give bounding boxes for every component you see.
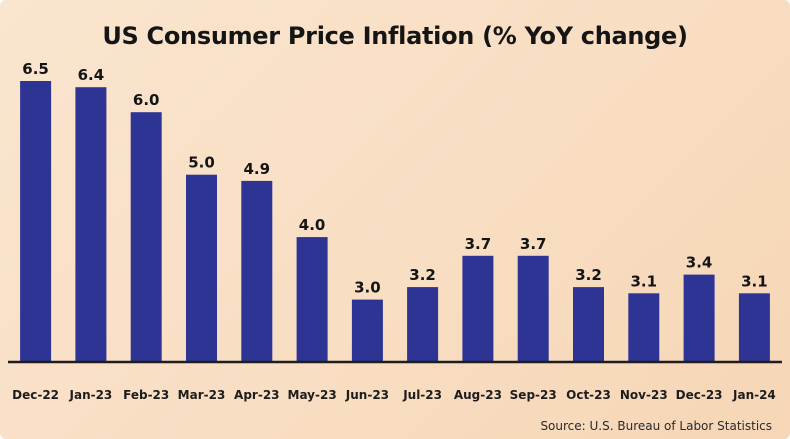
x-tick-label-jul-23: Jul-23 — [402, 388, 442, 402]
bar-value-label-feb-23: 6.0 — [133, 91, 160, 109]
bar-jun-23 — [351, 299, 383, 362]
bar-value-label-jul-23: 3.2 — [409, 266, 436, 284]
bar-aug-23 — [462, 255, 494, 362]
bar-apr-23 — [241, 180, 273, 362]
bar-may-23 — [296, 237, 328, 362]
x-tick-label-dec-23: Dec-23 — [676, 388, 723, 402]
bar-value-label-jun-23: 3.0 — [354, 279, 381, 297]
bar-value-label-nov-23: 3.1 — [631, 272, 658, 290]
x-tick-label-nov-23: Nov-23 — [620, 388, 668, 402]
bar-value-labels: 6.5 6.4 6.0 5.0 4.9 4.0 3.0 3.2 3.7 3.7 3.2 3.1 3.4 3… — [22, 60, 767, 297]
bar-value-label-mar-23: 5.0 — [188, 154, 215, 172]
x-tick-label-jun-23: Jun-23 — [345, 388, 389, 402]
bar-value-label-jan-24: 3.1 — [741, 272, 768, 290]
x-tick-label-jan-23: Jan-23 — [69, 388, 113, 402]
bar-dec-23 — [683, 274, 715, 362]
bar-jan-23 — [75, 87, 107, 362]
x-tick-label-jan-24: Jan-24 — [732, 388, 776, 402]
bar-value-label-jan-23: 6.4 — [78, 66, 105, 84]
bar-value-label-sep-23: 3.7 — [520, 235, 547, 253]
bar-nov-23 — [628, 293, 660, 362]
bar-value-label-oct-23: 3.2 — [575, 266, 602, 284]
x-tick-label-may-23: May-23 — [288, 388, 337, 402]
bar-value-label-dec-22: 6.5 — [22, 60, 49, 78]
x-tick-label-feb-23: Feb-23 — [123, 388, 169, 402]
x-tick-label-oct-23: Oct-23 — [566, 388, 611, 402]
x-tick-label-mar-23: Mar-23 — [178, 388, 226, 402]
bar-value-label-apr-23: 4.9 — [244, 160, 271, 178]
bars — [20, 81, 770, 362]
chart-title: US Consumer Price Inflation (% YoY chang… — [102, 22, 688, 50]
bar-mar-23 — [186, 174, 217, 362]
x-tick-label-dec-22: Dec-22 — [12, 388, 59, 402]
bar-sep-23 — [517, 255, 549, 362]
bar-value-label-aug-23: 3.7 — [465, 235, 492, 253]
bar-feb-23 — [130, 112, 162, 362]
x-tick-label-sep-23: Sep-23 — [510, 388, 557, 402]
bar-oct-23 — [573, 287, 604, 362]
x-tick-label-apr-23: Apr-23 — [234, 388, 279, 402]
bar-jul-23 — [407, 287, 439, 362]
bar-value-label-dec-23: 3.4 — [686, 254, 713, 272]
bar-dec-22 — [20, 81, 52, 362]
x-tick-labels: Dec-22 Jan-23 Feb-23 Mar-23 Apr-23 May-23 Jun-… — [12, 388, 776, 402]
bar-jan-24 — [738, 293, 770, 362]
bar-value-label-may-23: 4.0 — [299, 216, 326, 234]
source-note: Source: U.S. Bureau of Labor Statistics — [540, 419, 772, 433]
x-tick-label-aug-23: Aug-23 — [454, 388, 502, 402]
